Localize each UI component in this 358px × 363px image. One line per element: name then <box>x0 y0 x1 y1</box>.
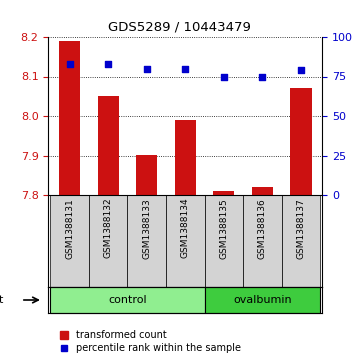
Bar <box>213 191 234 195</box>
Bar <box>50 287 204 313</box>
Point <box>183 66 188 72</box>
Bar <box>204 287 320 313</box>
Point <box>105 61 111 67</box>
Point <box>67 61 72 67</box>
Text: GSM1388137: GSM1388137 <box>296 198 305 258</box>
Point <box>260 74 265 79</box>
Bar <box>50 195 89 287</box>
Text: GSM1388133: GSM1388133 <box>142 198 151 258</box>
Text: GSM1388136: GSM1388136 <box>258 198 267 258</box>
Bar <box>127 195 166 287</box>
Text: control: control <box>108 295 147 305</box>
Bar <box>290 88 311 195</box>
Bar <box>89 195 127 287</box>
Legend: transformed count, percentile rank within the sample: transformed count, percentile rank withi… <box>61 330 241 353</box>
Bar <box>175 120 196 195</box>
Bar <box>59 41 80 195</box>
Bar <box>204 195 243 287</box>
Bar <box>282 195 320 287</box>
Point <box>298 67 304 73</box>
Text: GDS5289 / 10443479: GDS5289 / 10443479 <box>107 20 251 33</box>
Text: ovalbumin: ovalbumin <box>233 295 292 305</box>
Point <box>221 74 227 79</box>
Bar <box>166 195 204 287</box>
Bar <box>97 96 119 195</box>
Point <box>144 66 150 72</box>
Text: GSM1388132: GSM1388132 <box>103 198 113 258</box>
Text: GSM1388131: GSM1388131 <box>65 198 74 258</box>
Bar <box>136 155 157 195</box>
Bar <box>243 195 282 287</box>
Text: agent: agent <box>0 295 4 305</box>
Bar <box>252 187 273 195</box>
Text: GSM1388134: GSM1388134 <box>181 198 190 258</box>
Text: GSM1388135: GSM1388135 <box>219 198 228 258</box>
